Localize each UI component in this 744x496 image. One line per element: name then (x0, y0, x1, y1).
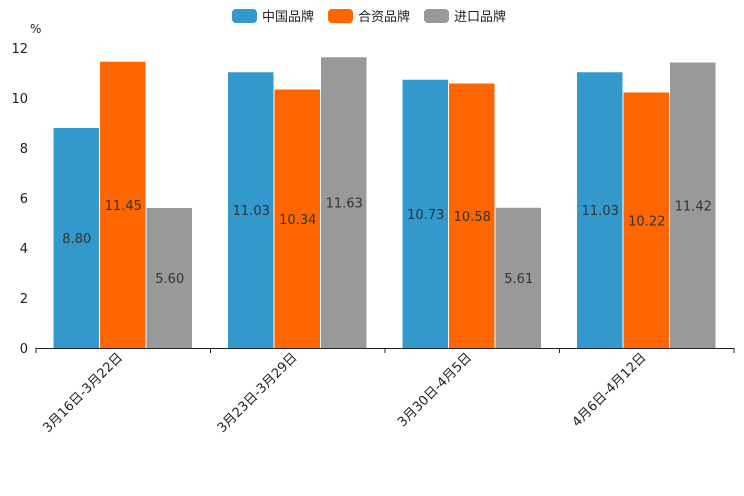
y-tick-label: 4 (20, 242, 28, 257)
data-label: 11.42 (675, 199, 712, 214)
x-tick-label: 3月23日-3月29日 (215, 350, 301, 436)
y-axis-unit-label: % (30, 22, 41, 36)
data-label: 11.63 (326, 197, 363, 212)
bar (228, 72, 274, 348)
bar (274, 89, 320, 348)
bar (449, 83, 495, 348)
data-label: 10.58 (454, 210, 491, 225)
x-tick-label: 3月16日-3月22日 (40, 350, 126, 436)
data-label: 10.73 (407, 208, 444, 223)
legend-label: 进口品牌 (454, 9, 506, 25)
data-label: 5.61 (504, 272, 533, 287)
bar (495, 207, 541, 348)
bar (321, 57, 367, 348)
bar (670, 62, 716, 348)
data-label: 5.60 (155, 272, 184, 287)
legend-item[interactable]: 中国品牌 (232, 9, 314, 25)
data-label: 11.03 (233, 204, 270, 219)
data-labels: 8.80 11.45 5.60 11.03 10.34 11.63 10.73 10.58 5.… (62, 197, 712, 287)
x-axis: 3月16日-3月22日 3月23日-3月29日 3月30日-4月5日 4月6日-4月1… (35, 348, 735, 436)
y-tick-label: 0 (20, 342, 28, 357)
legend-swatch (328, 9, 353, 23)
legend-swatch (424, 9, 449, 23)
bar (402, 79, 448, 348)
bar (623, 92, 669, 348)
y-tick-label: 12 (11, 42, 28, 57)
bars (53, 57, 716, 348)
x-tick-label: 3月30日-4月5日 (395, 350, 475, 430)
y-axis: 0 2 4 6 8 10 12 (11, 42, 28, 357)
legend-item[interactable]: 合资品牌 (328, 9, 410, 25)
legend-label: 合资品牌 (358, 9, 410, 25)
legend-swatch (232, 9, 257, 23)
legend: 中国品牌 合资品牌 进口品牌 (232, 9, 506, 25)
bar (577, 72, 623, 348)
legend-item[interactable]: 进口品牌 (424, 9, 506, 25)
legend-label: 中国品牌 (262, 9, 314, 25)
data-label: 8.80 (62, 232, 91, 247)
data-label: 10.34 (279, 213, 316, 228)
data-label: 11.45 (105, 199, 142, 214)
data-label: 10.22 (628, 214, 665, 229)
x-tick-label: 4月6日-4月12日 (570, 350, 650, 430)
bar (100, 61, 146, 348)
y-tick-label: 8 (20, 142, 28, 157)
data-label: 11.03 (582, 204, 619, 219)
y-tick-label: 10 (11, 92, 28, 107)
bar (53, 128, 99, 348)
bar (146, 208, 192, 348)
y-tick-label: 2 (20, 292, 28, 307)
y-tick-label: 6 (20, 192, 28, 207)
